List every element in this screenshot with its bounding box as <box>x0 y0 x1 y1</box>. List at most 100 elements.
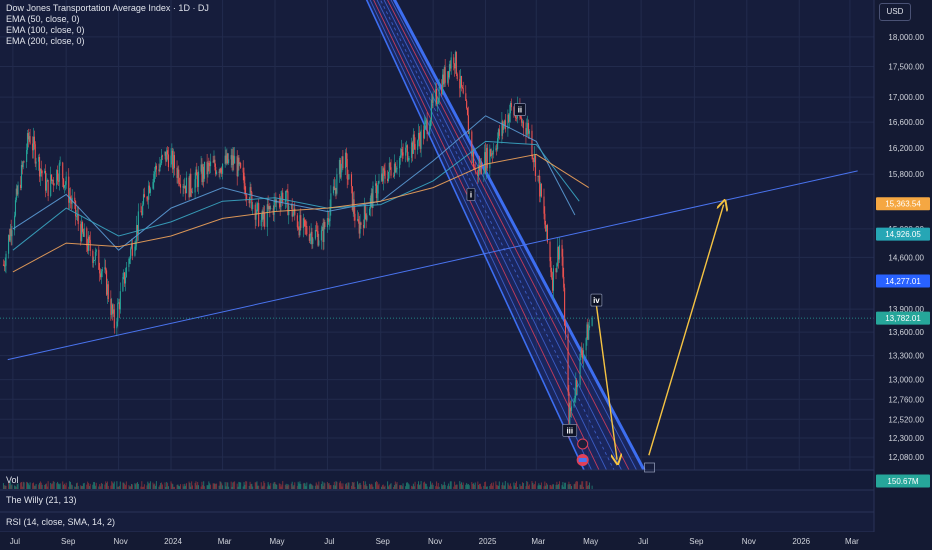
rsi-pane-label[interactable]: RSI (14, close, SMA, 14, 2) <box>6 517 116 527</box>
projection-arrow-up <box>648 205 724 456</box>
candle-body <box>375 183 377 199</box>
volume-bar <box>509 483 511 489</box>
volume-bar <box>167 483 169 489</box>
volume-bar <box>546 484 548 489</box>
candle-body <box>328 221 330 222</box>
volume-bar <box>501 485 503 489</box>
volume-bar <box>317 485 319 489</box>
candle-body <box>540 183 542 197</box>
candle-body <box>214 159 216 167</box>
candle-body <box>450 57 452 69</box>
ema100-legend[interactable]: EMA (100, close, 0) <box>6 25 85 35</box>
volume-bar <box>147 481 149 489</box>
candle-body <box>213 159 215 163</box>
price-tag-label: 150.67M <box>887 477 918 486</box>
candle-body <box>449 64 451 69</box>
volume-bar <box>430 481 432 489</box>
candle-body <box>273 200 275 215</box>
volume-bar <box>498 481 500 489</box>
candle-body <box>262 211 264 220</box>
candle-body <box>359 222 361 234</box>
candle-body <box>165 151 167 162</box>
wave-label-box <box>466 188 476 201</box>
volume-bar <box>50 482 52 489</box>
volume-bar <box>33 482 35 489</box>
candle-body <box>562 256 564 277</box>
volume-bar <box>142 486 144 489</box>
volume-bar <box>294 482 296 489</box>
candle-body <box>238 157 240 165</box>
candle-body <box>183 186 185 188</box>
price-tag <box>876 197 930 211</box>
volume-bar <box>222 485 224 489</box>
volume-bar <box>411 485 413 489</box>
candle-body <box>184 185 186 188</box>
candle-body <box>436 103 438 105</box>
volume-bar <box>303 482 305 489</box>
candle-body <box>383 168 385 171</box>
time-axis: Jul Sep Nov 2024 Mar May Jul Sep Nov 2025 Mar May Ju… <box>0 532 932 550</box>
channel-red-line <box>373 0 600 470</box>
volume-bar <box>580 484 582 489</box>
volume-bar <box>5 485 7 489</box>
volume-bar <box>405 482 407 489</box>
candle-body <box>323 221 325 242</box>
candle-body <box>417 140 419 150</box>
candle-body <box>342 156 344 169</box>
candle-body <box>77 214 79 225</box>
volume-bar <box>322 486 324 489</box>
candle-body <box>498 129 500 136</box>
price-tick-label: 12,080.00 <box>888 453 924 462</box>
candle-body <box>435 89 437 97</box>
candle-body <box>209 163 211 167</box>
candle-body <box>52 179 54 185</box>
candle-body <box>330 193 332 208</box>
candle-body <box>137 211 139 234</box>
volume-bar <box>124 485 126 489</box>
price-tag-label: 14,277.01 <box>885 277 921 286</box>
time-tick-label: Nov <box>742 537 756 546</box>
candle-body <box>172 150 174 170</box>
volume-bar <box>137 482 139 489</box>
candle-body <box>256 203 258 214</box>
volume-bar <box>447 485 449 489</box>
ema50-legend[interactable]: EMA (50, close, 0) <box>6 14 80 24</box>
candle-body <box>70 200 72 204</box>
volume-bar <box>100 482 102 489</box>
volume-bar <box>286 485 288 489</box>
time-tick-label: Sep <box>61 537 76 546</box>
volume-bar <box>503 485 505 489</box>
volume-bar <box>558 484 560 489</box>
volume-bar <box>88 483 90 489</box>
candle-body <box>281 192 283 199</box>
volume-bar <box>351 481 353 489</box>
currency-button[interactable]: USD <box>879 3 911 21</box>
candle-body <box>430 119 432 127</box>
candle-body <box>507 114 509 130</box>
candle-body <box>185 177 188 194</box>
candle-body <box>405 145 408 148</box>
volume-bar <box>112 482 114 489</box>
volume-bar <box>396 482 398 489</box>
candle-body <box>62 162 64 179</box>
candle-body <box>122 276 124 292</box>
candle-body <box>326 218 328 228</box>
volume-bar <box>350 485 352 489</box>
volume-bar <box>360 484 362 489</box>
volume-bar <box>14 486 16 489</box>
volume-bar <box>233 481 235 489</box>
candle-body <box>44 170 46 174</box>
wave-label: iii <box>566 426 573 435</box>
willy-pane-label[interactable]: The Willy (21, 13) <box>6 495 77 505</box>
volume-bar <box>128 485 130 489</box>
candle-body <box>14 200 17 216</box>
volume-bar <box>442 485 444 489</box>
candle-body <box>130 248 132 259</box>
candle-body <box>414 144 416 150</box>
candle-body <box>20 164 23 188</box>
ema200-legend[interactable]: EMA (200, close, 0) <box>6 36 85 46</box>
price-tag-label: 13,782.01 <box>885 314 921 323</box>
volume-bar <box>39 482 41 489</box>
